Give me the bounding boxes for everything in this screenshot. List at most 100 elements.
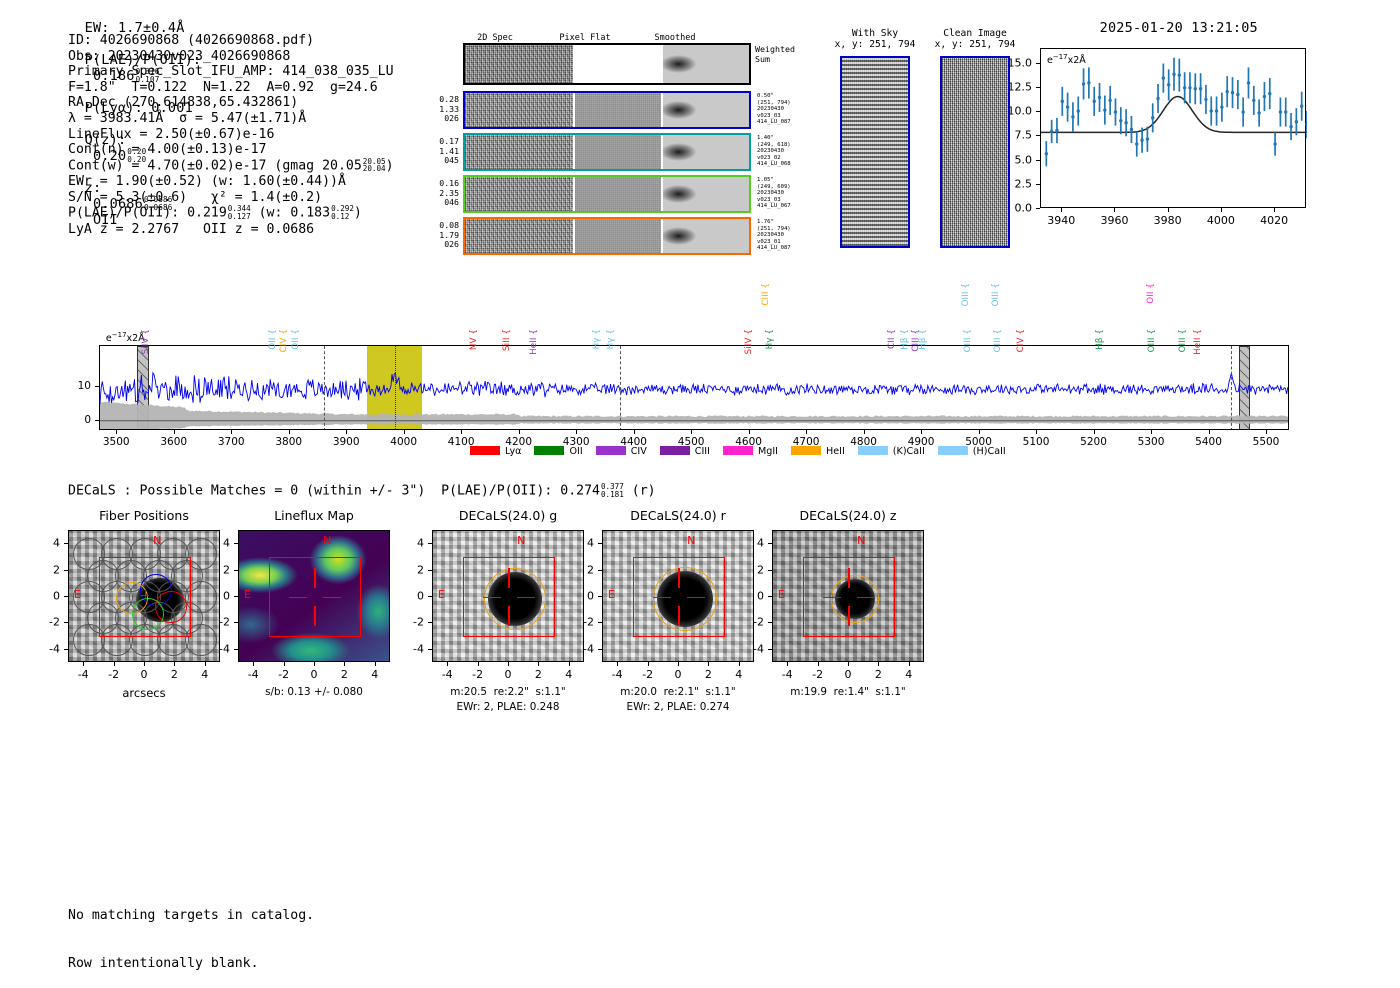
- panel-xtick-0: [113, 662, 115, 666]
- panel-title-2: DECaLS(24.0) g: [458, 508, 558, 523]
- legend-label-7: (H)CaII: [972, 446, 1006, 457]
- crosshair-left-3: [653, 596, 672, 598]
- header-z-value: 0.0686: [92, 196, 143, 212]
- panel-xticklabel-2: 2: [534, 668, 542, 681]
- spectrum-axes: [99, 345, 1289, 430]
- spec2d-title-0: 2D Spec: [477, 33, 513, 43]
- spec-xticklabel: 3800: [275, 436, 303, 448]
- crosshair-top-1: [314, 567, 316, 588]
- panel-image-2: [432, 530, 584, 662]
- decals-red-box-0: [99, 557, 191, 637]
- panel-xtick-1: [374, 662, 376, 666]
- header-plae-label: P(LAE)/P(OII):: [84, 52, 202, 68]
- panel-smoothed-1: [663, 93, 749, 127]
- fiber-meta-4: 1.76" (251, 794) 20230430 v023_01 414_LU_087: [757, 219, 791, 252]
- info-obs: Obs: 20230430v023_4026690868: [68, 48, 291, 64]
- fiber-circle-13: [185, 581, 218, 613]
- panel-xticklabel-1: 0: [310, 668, 318, 681]
- line-marker-hβ-15: Hβ {: [918, 329, 929, 350]
- cutout-xy-0: x, y: 251, 794: [834, 39, 916, 50]
- panel-2dspec-3: [465, 177, 573, 211]
- compass-e-1: E: [244, 588, 251, 602]
- panel-yticklabel-4: 2: [757, 563, 764, 577]
- footer-line-2: Row intentionally blank.: [68, 956, 259, 971]
- spec-xtick: [1208, 430, 1210, 434]
- lp-yticklabel: 12.5: [1007, 80, 1033, 94]
- fiber-stats-1: 0.28 1.33 026: [439, 94, 459, 124]
- decals-source-blob-3: [657, 570, 714, 627]
- cutout-title-0: With Sky: [851, 28, 899, 39]
- panel-title-4: DECaLS(24.0) z: [799, 508, 897, 523]
- spectrum-units: e−17x2Å: [105, 331, 145, 345]
- panel-pixelflat-3: [575, 177, 661, 211]
- line-profile-units: e−17x2Å: [1047, 53, 1086, 67]
- spectrum-legend: Lyα OII CIV CIII MgII HeII (K)CaII (H)CaII: [470, 446, 1019, 457]
- spec-ytick: [95, 419, 99, 421]
- cutout-label-1: Clean Image x, y: 251, 794: [930, 28, 1020, 50]
- lp-xtick: [1114, 208, 1116, 212]
- panel-title-3: DECaLS(24.0) r: [630, 508, 726, 523]
- panel-xticklabel-1: -4: [247, 668, 259, 681]
- legend-label-3: CIII: [694, 446, 710, 457]
- spec-xticklabel: 4800: [850, 436, 877, 448]
- source-blob: [136, 577, 185, 622]
- spec-xticklabel: 3600: [160, 436, 188, 448]
- fiber-circle-9: [72, 581, 105, 613]
- spec-xtick: [173, 430, 175, 434]
- info-ewr: EWr = 1.90(±0.52) (w: 1.60(±0.44))Å: [68, 174, 346, 190]
- line-marker-hβ-13: Hβ {: [899, 329, 910, 350]
- panel-xticklabel-0: -4: [77, 668, 89, 681]
- panel-yticklabel-0: -4: [49, 642, 60, 656]
- header-qz-value: 0.20: [92, 148, 127, 164]
- legend-item-0: Lyα: [470, 446, 521, 457]
- panel-image-0: [68, 530, 220, 662]
- panel-title-0: Fiber Positions: [99, 508, 189, 523]
- panel-caption1-3: m:20.0 re:2.1" s:1.1": [620, 686, 736, 698]
- panel-yticklabel-1: 4: [223, 536, 230, 550]
- panel-ytick-2: [428, 622, 432, 624]
- panel-ytick-2: [428, 596, 432, 597]
- dashed-marker-2: [1230, 346, 1232, 429]
- spec-xtick: [231, 430, 233, 434]
- spec-xticklabel: 4400: [620, 436, 647, 448]
- cutout-label-0: With Sky x, y: 251, 794: [830, 28, 920, 50]
- panel-xticklabel-2: -4: [441, 668, 453, 681]
- panel-xticklabel-4: 4: [905, 668, 913, 681]
- crosshair-top-0: [145, 590, 147, 599]
- header-plae-value: 0.186: [92, 68, 135, 84]
- crosshair-left-0: [141, 594, 150, 597]
- spec-xtick: [346, 430, 348, 434]
- panel-yticklabel-0: 0: [53, 589, 60, 603]
- panel-pixelflat-1: [575, 93, 661, 127]
- fiber-circle-1: [100, 623, 133, 656]
- spec-xtick: [1036, 430, 1038, 434]
- panel-xtick-1: [314, 662, 315, 666]
- line-marker-oiii-24: OIII {: [1177, 329, 1188, 353]
- spec-yticklabel: 10: [77, 379, 91, 392]
- legend-item-1: OII: [534, 446, 583, 457]
- compass-n-1: N: [323, 534, 332, 547]
- lp-xticklabel: 4020: [1260, 214, 1289, 227]
- lp-xtick: [1220, 208, 1222, 212]
- panel-xticklabel-3: 0: [674, 668, 682, 681]
- legend-label-4: MgII: [757, 446, 778, 457]
- panel-2dspec-1: [465, 93, 573, 127]
- spec-xtick: [288, 430, 290, 434]
- spec-xtick: [576, 430, 578, 434]
- panel-xtick-4: [908, 662, 910, 666]
- decals-texture-3: [603, 531, 753, 661]
- crosshair-left-2: [483, 596, 502, 598]
- panel-xtick-2: [477, 662, 479, 666]
- panel-yticklabel-1: -4: [219, 642, 230, 656]
- sky-clean-cutouts: With Sky x, y: 251, 794 Clean Image x, y: 2…: [820, 28, 1020, 248]
- crosshair-bottom-3: [678, 606, 680, 627]
- spec-xtick: [403, 430, 405, 434]
- legend-swatch-1: [534, 446, 565, 455]
- panel-image-4: [772, 530, 924, 662]
- legend-swatch-6: [857, 446, 888, 455]
- panel-ytick-0: [64, 569, 68, 571]
- panel-caption1-4: m:19.9 re:1.4" s:1.1": [790, 686, 906, 698]
- cutout-texture-1: [942, 58, 1008, 246]
- spec-xtick: [748, 430, 750, 434]
- panel-smoothed-4: [663, 219, 749, 253]
